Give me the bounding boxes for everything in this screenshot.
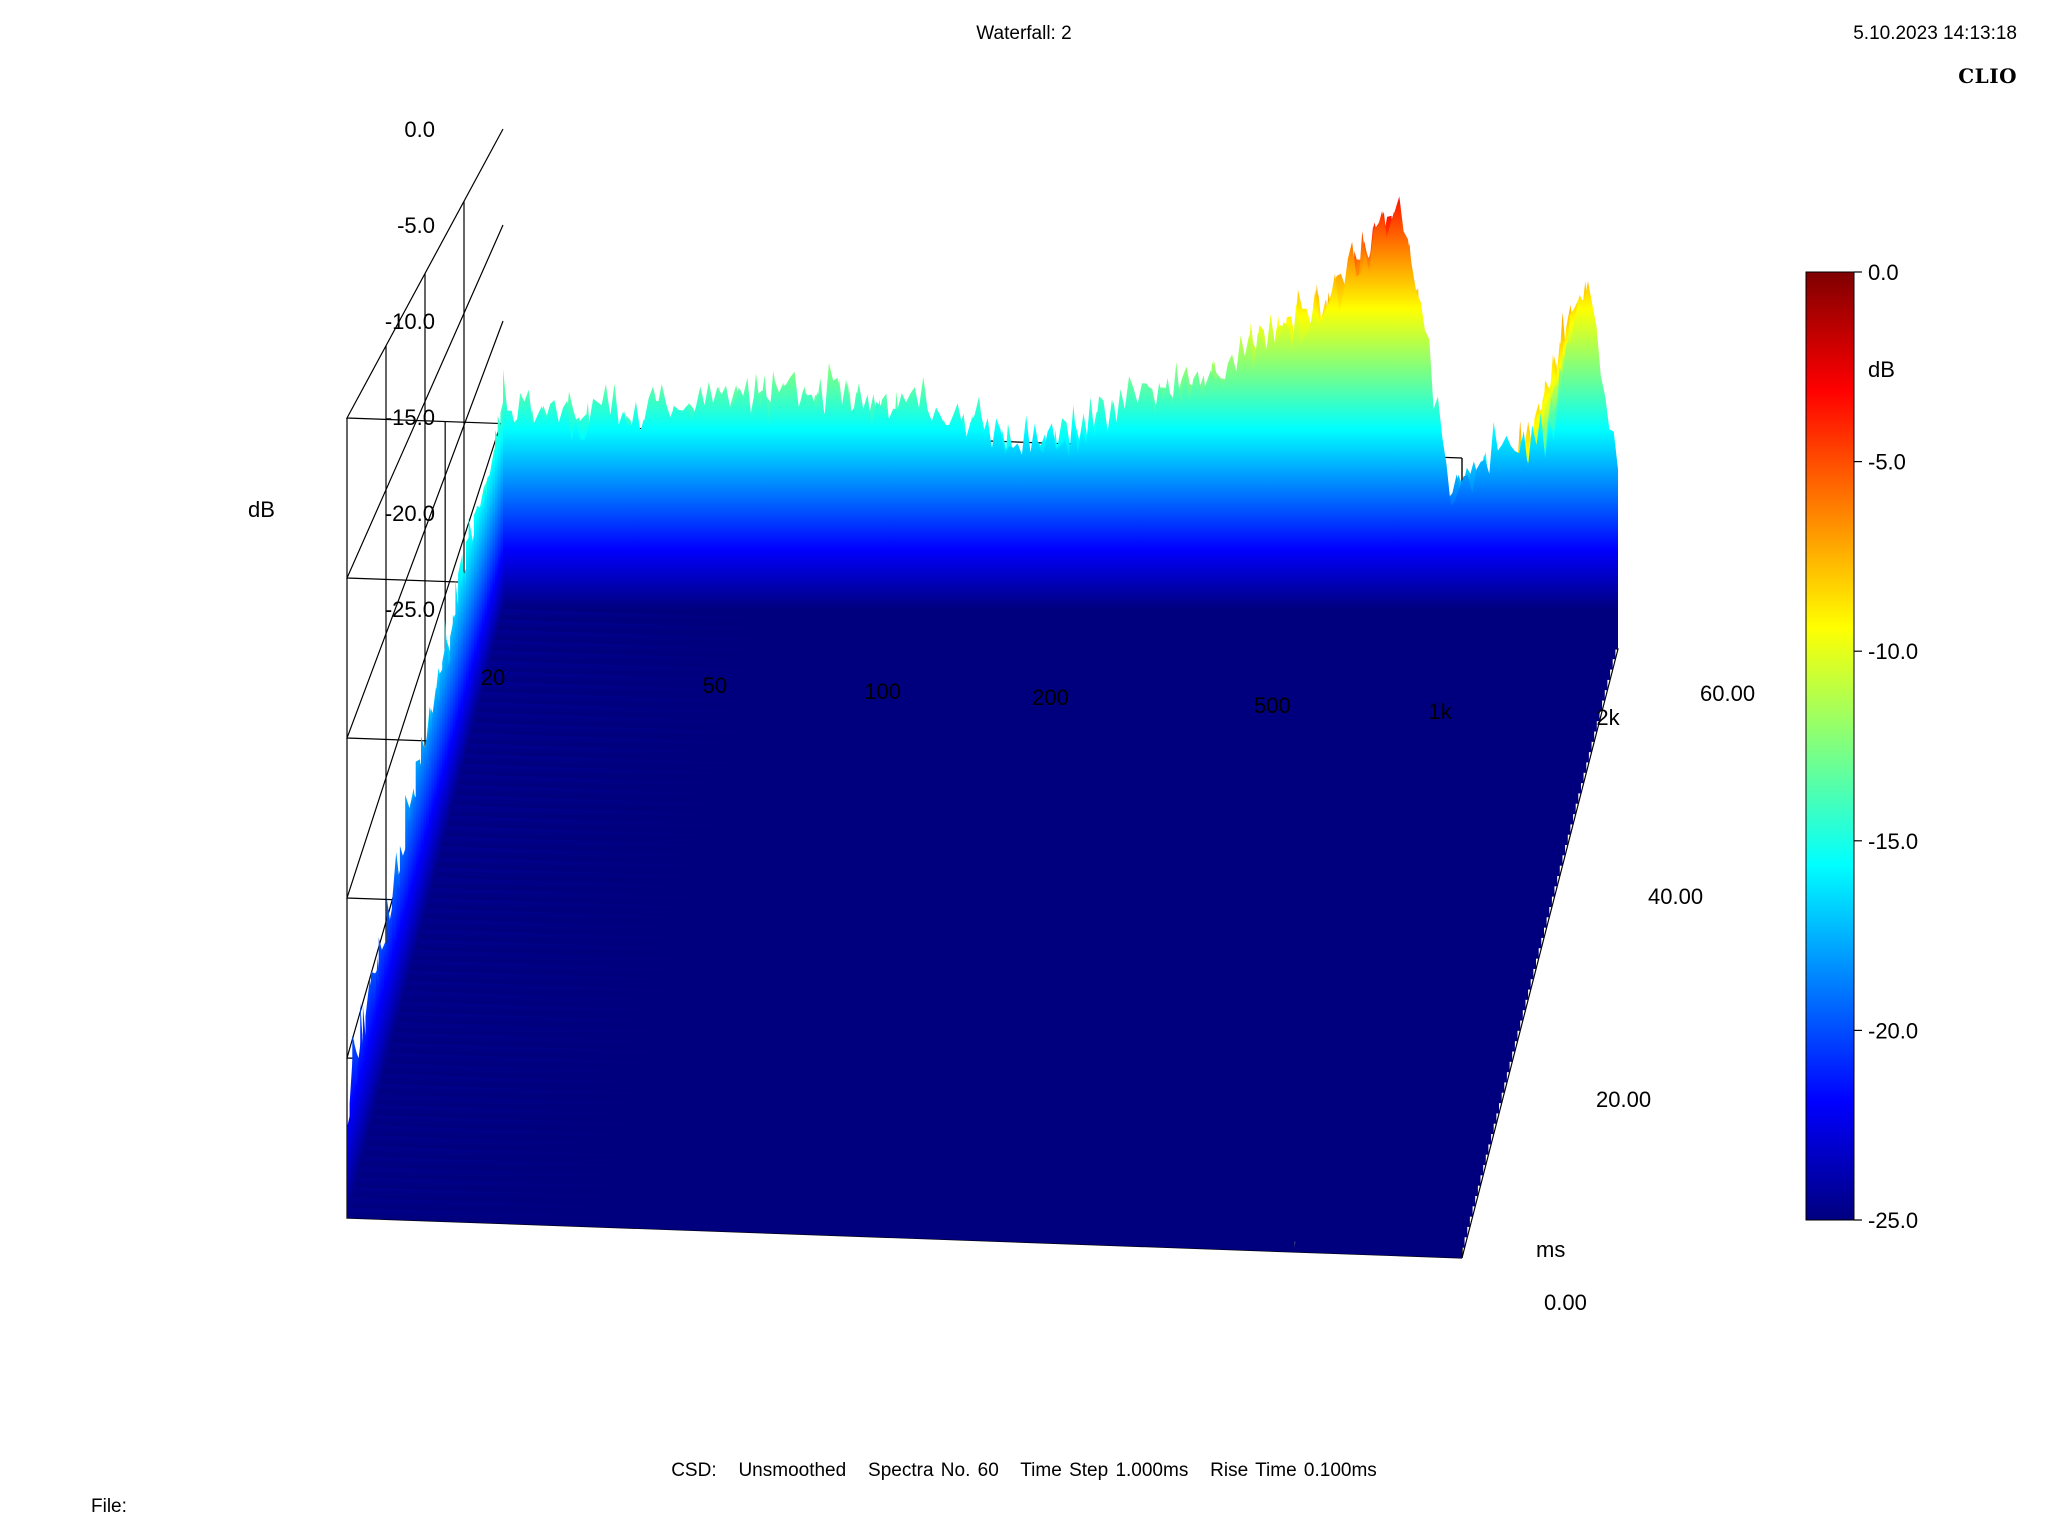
- colorbar-ticks: 0.0 -5.0 -10.0 -15.0 -20.0 -25.0: [1854, 260, 1918, 1233]
- colorbar-tick-label: -15.0: [1868, 829, 1918, 854]
- colorbar-tick-label: -20.0: [1868, 1018, 1918, 1043]
- x-axis-tick-label: 20: [481, 665, 505, 690]
- x-axis-tick-label: 500: [1254, 693, 1291, 718]
- x-axis-tick-label: 100: [864, 679, 901, 704]
- y-axis-unit: ms: [1536, 1237, 1565, 1262]
- x-axis-tick-label: 1k: [1429, 699, 1453, 724]
- csd-label: CSD:: [671, 1460, 717, 1481]
- colorbar-tick-label: -10.0: [1868, 639, 1918, 664]
- smoothing-label: Unsmoothed: [738, 1460, 847, 1481]
- z-axis-tick-label: 0.0: [404, 117, 435, 142]
- z-axis-tick-label: -20.0: [385, 501, 435, 526]
- x-axis-ticks: 20 50 100 200 500 1k 2k: [481, 665, 1621, 730]
- timestamp: 5.10.2023 14:13:18: [1853, 23, 2017, 44]
- spectra-count-label: Spectra No. 60: [868, 1460, 999, 1481]
- x-axis-tick-label: 2k: [1596, 705, 1620, 730]
- x-axis-tick-label: 50: [703, 673, 727, 698]
- z-axis-ticks: 0.0 -5.0 -10.0 -15.0 -20.0 -25.0: [385, 117, 435, 622]
- time-step-label: Time Step 1.000ms: [1020, 1460, 1189, 1481]
- file-label: File:: [91, 1496, 127, 1517]
- z-axis-tick-label: -10.0: [385, 309, 435, 334]
- colorbar-unit: dB: [1868, 357, 1895, 382]
- clio-logo: CLIO: [1958, 64, 2017, 88]
- colorbar-tick-label: 0.0: [1868, 260, 1899, 285]
- colorbar-tick-label: -25.0: [1868, 1208, 1918, 1233]
- x-axis-tick-label: 200: [1032, 685, 1069, 710]
- chart-title: Waterfall: 2: [976, 23, 1072, 44]
- waterfall-spectrum-slice: [503, 196, 1618, 649]
- y-axis-tick-label: 0.00: [1544, 1290, 1587, 1315]
- z-axis-unit: dB: [248, 497, 275, 522]
- measurement-info: CSD: Unsmoothed Spectra No. 60 Time Step…: [0, 1460, 2048, 1482]
- z-axis-tick-label: -25.0: [385, 597, 435, 622]
- waterfall-surface: [347, 196, 1618, 1258]
- z-axis-tick-label: -15.0: [385, 405, 435, 430]
- colorbar-tick-label: -5.0: [1868, 450, 1906, 475]
- colorbar: [1805, 271, 1855, 1221]
- y-axis-tick-label: 20.00: [1596, 1087, 1651, 1112]
- rise-time-label: Rise Time 0.100ms: [1210, 1460, 1377, 1481]
- y-axis-ticks: 0.00 20.00 40.00 60.00: [1544, 681, 1755, 1315]
- y-axis-tick-label: 60.00: [1700, 681, 1755, 706]
- z-axis-tick-label: -5.0: [397, 213, 435, 238]
- y-axis-tick-label: 40.00: [1648, 884, 1703, 909]
